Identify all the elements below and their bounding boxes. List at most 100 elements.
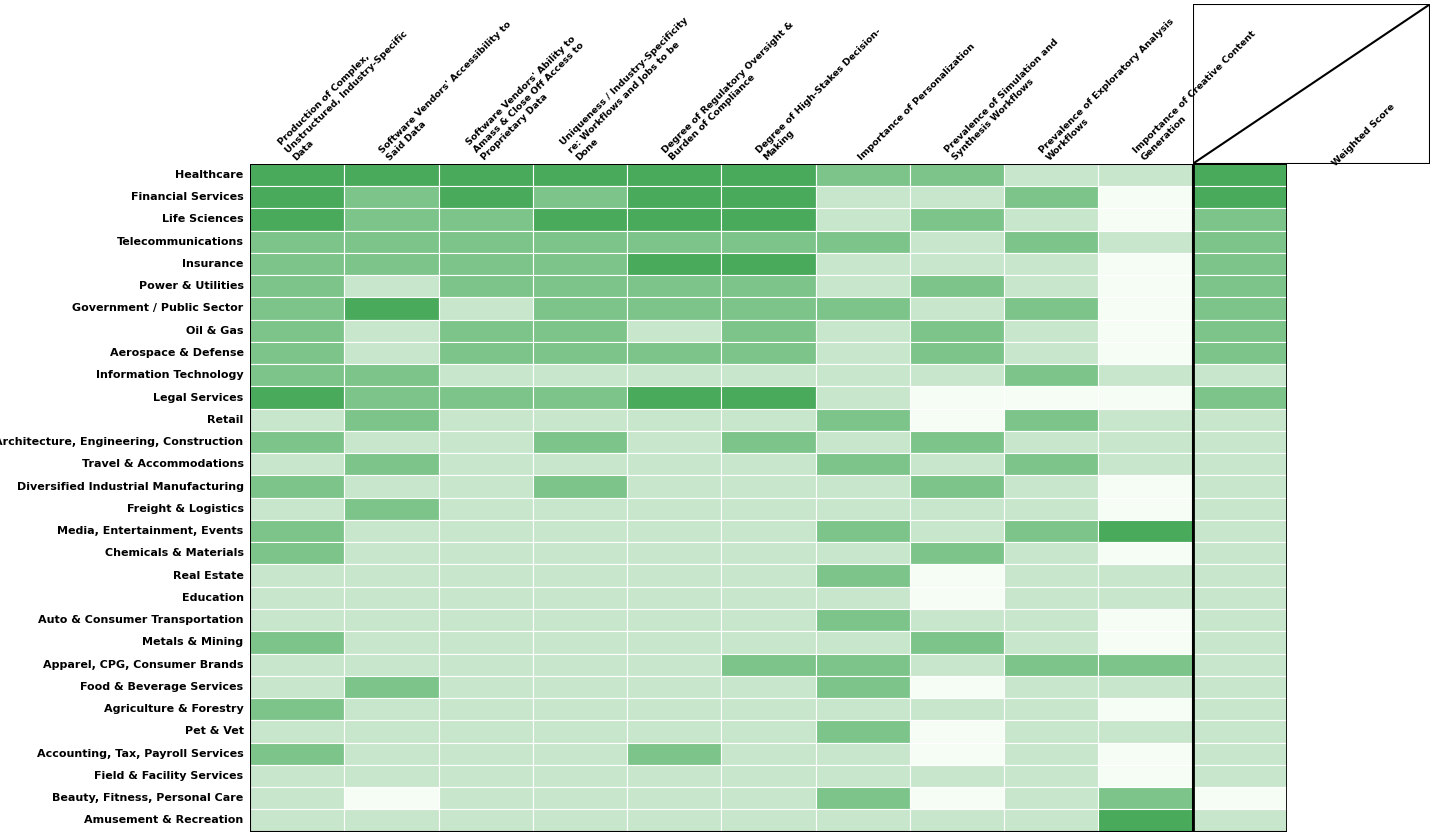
Bar [722, 186, 815, 208]
Bar [815, 431, 909, 454]
Bar [439, 409, 533, 431]
Bar [250, 320, 345, 342]
Bar [345, 787, 439, 810]
Bar [345, 698, 439, 721]
Bar [1004, 586, 1098, 609]
Bar [815, 765, 909, 787]
Bar [439, 320, 533, 342]
Bar [1098, 497, 1193, 520]
Bar [1004, 475, 1098, 497]
Bar [628, 431, 722, 454]
Bar [628, 520, 722, 543]
Bar [439, 609, 533, 632]
Bar [722, 654, 815, 675]
Bar [628, 721, 722, 743]
Bar [1193, 454, 1287, 475]
Bar [250, 297, 345, 320]
Bar [1004, 632, 1098, 654]
Bar [628, 454, 722, 475]
Bar [345, 386, 439, 408]
Bar [345, 186, 439, 208]
Bar [628, 297, 722, 320]
Bar [722, 365, 815, 386]
Bar [439, 787, 533, 810]
Bar [345, 365, 439, 386]
Bar [533, 743, 628, 765]
Bar [1193, 675, 1287, 698]
Bar [345, 743, 439, 765]
Bar [1193, 609, 1287, 632]
Bar [1098, 186, 1193, 208]
Bar [439, 721, 533, 743]
Bar [250, 431, 345, 454]
Bar [1098, 276, 1193, 297]
Bar [439, 342, 533, 365]
Bar [909, 386, 1004, 408]
Bar [722, 564, 815, 586]
Bar [1193, 386, 1287, 408]
Bar [1004, 276, 1098, 297]
Bar [439, 497, 533, 520]
Bar [1098, 765, 1193, 787]
Bar [628, 208, 722, 230]
Bar [1004, 454, 1098, 475]
Bar [439, 386, 533, 408]
Bar [1098, 721, 1193, 743]
Text: Amusement & Recreation: Amusement & Recreation [84, 816, 243, 826]
Bar [439, 253, 533, 276]
Bar [909, 208, 1004, 230]
Text: Real Estate: Real Estate [173, 570, 243, 580]
Bar [1004, 365, 1098, 386]
Bar [250, 564, 345, 586]
Bar [533, 409, 628, 431]
Bar [628, 743, 722, 765]
Bar [1004, 297, 1098, 320]
Bar [439, 186, 533, 208]
Bar [1098, 654, 1193, 675]
Bar [909, 675, 1004, 698]
Bar [1098, 386, 1193, 408]
Bar [439, 208, 533, 230]
Bar [1098, 586, 1193, 609]
Bar [815, 609, 909, 632]
Bar [250, 810, 345, 832]
Bar [250, 586, 345, 609]
Text: Telecommunications: Telecommunications [116, 237, 243, 247]
Text: Insurance: Insurance [182, 259, 243, 269]
Bar [533, 342, 628, 365]
Bar [722, 609, 815, 632]
Bar [533, 609, 628, 632]
Bar [1098, 253, 1193, 276]
Bar [345, 765, 439, 787]
Bar [533, 564, 628, 586]
Bar [909, 654, 1004, 675]
Bar [533, 253, 628, 276]
Text: Importance of Personalization: Importance of Personalization [857, 42, 977, 162]
Bar [722, 431, 815, 454]
Bar [815, 586, 909, 609]
Bar [1098, 164, 1193, 186]
Bar [1004, 186, 1098, 208]
Bar [1193, 787, 1287, 810]
Bar [1004, 765, 1098, 787]
Bar [628, 342, 722, 365]
Text: Agriculture & Forestry: Agriculture & Forestry [104, 704, 243, 714]
Bar [250, 475, 345, 497]
Bar [1193, 810, 1287, 832]
Text: Financial Services: Financial Services [130, 192, 243, 202]
Text: Apparel, CPG, Consumer Brands: Apparel, CPG, Consumer Brands [43, 659, 243, 669]
Bar [250, 230, 345, 253]
Text: Field & Facility Services: Field & Facility Services [94, 771, 243, 781]
Bar [533, 475, 628, 497]
Bar [722, 230, 815, 253]
Bar [909, 564, 1004, 586]
Bar [815, 654, 909, 675]
Bar [628, 810, 722, 832]
Text: Metals & Mining: Metals & Mining [143, 638, 243, 648]
Bar [1098, 675, 1193, 698]
Bar [909, 497, 1004, 520]
Bar [345, 297, 439, 320]
Bar [1098, 454, 1193, 475]
Bar [1004, 675, 1098, 698]
Bar [250, 253, 345, 276]
